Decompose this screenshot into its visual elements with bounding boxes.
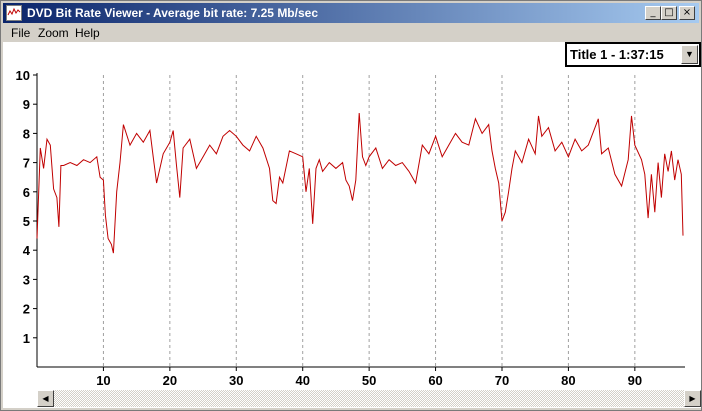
- y-tick-label-10: 10: [16, 68, 30, 83]
- x-tick-label-30: 30: [229, 373, 243, 388]
- y-tick-label-8: 8: [23, 126, 30, 141]
- x-tick-label-60: 60: [428, 373, 442, 388]
- minimize-icon: _: [650, 7, 656, 18]
- x-tick-label-40: 40: [295, 373, 309, 388]
- x-tick-label-90: 90: [628, 373, 642, 388]
- title-bar[interactable]: DVD Bit Rate Viewer - Average bit rate: …: [3, 3, 699, 23]
- y-tick-label-3: 3: [23, 272, 30, 287]
- dropdown-button[interactable]: ▼: [681, 45, 698, 64]
- y-tick-label-2: 2: [23, 302, 30, 317]
- bitrate-chart: 1 2 3 4 5 6 7 8 9 10 10 20 30 40 50 60 70 80 90: [16, 68, 685, 388]
- y-tick-label-5: 5: [23, 214, 30, 229]
- maximize-button[interactable]: □: [661, 6, 677, 20]
- menu-help[interactable]: Help: [75, 26, 100, 40]
- arrow-left-icon: ◀: [42, 394, 49, 403]
- close-icon: ×: [682, 7, 692, 18]
- minimize-button[interactable]: _: [645, 6, 661, 20]
- x-tick-label-70: 70: [495, 373, 509, 388]
- chevron-down-icon: ▼: [685, 49, 694, 59]
- title-select-value: Title 1 - 1:37:15: [570, 47, 664, 62]
- bitrate-series-line: [36, 112, 684, 254]
- x-tick-label-20: 20: [163, 373, 177, 388]
- scroll-left-button[interactable]: ◀: [37, 390, 54, 407]
- y-tick-label-4: 4: [23, 243, 31, 258]
- menu-zoom[interactable]: Zoom: [38, 26, 69, 40]
- chart-area: 1 2 3 4 5 6 7 8 9 10 10 20 30 40 50 60 70 80 90 Title 1 - …: [3, 42, 701, 408]
- y-tick-label-9: 9: [23, 97, 30, 112]
- menu-bar: File Zoom Help: [3, 24, 699, 42]
- x-tick-label-10: 10: [96, 373, 110, 388]
- close-button[interactable]: ×: [679, 6, 695, 20]
- maximize-icon: □: [664, 7, 674, 18]
- window-title: DVD Bit Rate Viewer - Average bit rate: …: [27, 6, 318, 20]
- menu-file[interactable]: File: [11, 26, 31, 40]
- horizontal-scrollbar[interactable]: ◀ ▶: [37, 390, 701, 407]
- title-select[interactable]: Title 1 - 1:37:15 ▼: [565, 42, 701, 67]
- scroll-right-button[interactable]: ▶: [684, 390, 701, 407]
- arrow-right-icon: ▶: [689, 394, 696, 403]
- x-tick-label-80: 80: [561, 373, 575, 388]
- x-tick-label-50: 50: [362, 373, 376, 388]
- app-icon[interactable]: [6, 5, 22, 21]
- y-tick-label-7: 7: [23, 156, 30, 171]
- y-tick-label-1: 1: [23, 331, 30, 346]
- y-tick-label-6: 6: [23, 185, 30, 200]
